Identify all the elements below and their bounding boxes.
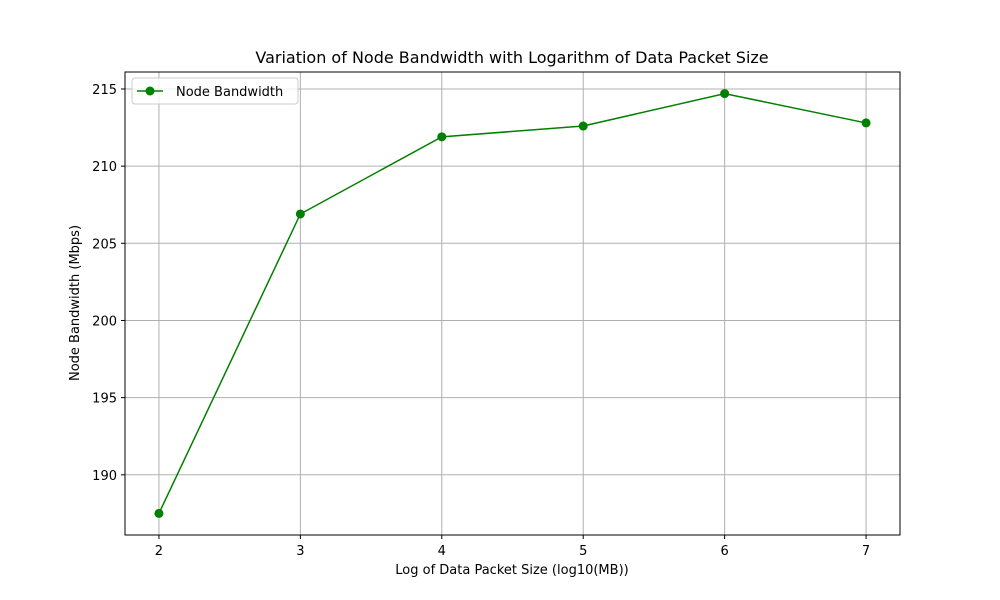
data-point [578, 121, 588, 131]
plot-frame [124, 71, 901, 536]
data-point [861, 118, 871, 128]
data-point [720, 89, 730, 99]
x-tick-label: 3 [296, 544, 304, 559]
x-tick-label: 5 [579, 544, 587, 559]
y-tick-label: 190 [92, 469, 117, 484]
x-tick-label: 2 [155, 544, 163, 559]
data-point [295, 209, 305, 219]
y-tick-label: 210 [92, 160, 117, 175]
y-axis-title: Node Bandwidth (Mbps) [68, 225, 83, 381]
x-tick-label: 6 [720, 544, 728, 559]
data-point [154, 508, 164, 518]
grid [125, 72, 900, 535]
y-tick-label: 205 [92, 237, 117, 252]
legend: Node Bandwidth [131, 77, 299, 105]
data-point [437, 132, 447, 142]
legend-label: Node Bandwidth [176, 85, 283, 100]
y-tick-label: 200 [92, 314, 117, 329]
series-line [158, 92, 867, 514]
x-tick-label: 4 [438, 544, 446, 559]
series-layer [154, 89, 871, 518]
x-axis-title: Log of Data Packet Size (log10(MB)) [395, 563, 628, 578]
legend-box [131, 77, 299, 105]
y-tick-label: 215 [92, 83, 117, 98]
chart-title: Variation of Node Bandwidth with Logarit… [255, 48, 768, 67]
y-tick-label: 195 [92, 392, 117, 407]
ticks: 2 3 4 5 6 7 190 195 200 205 210 215 [92, 83, 870, 559]
legend-marker-swatch [145, 86, 155, 96]
x-tick-label: 7 [862, 544, 870, 559]
